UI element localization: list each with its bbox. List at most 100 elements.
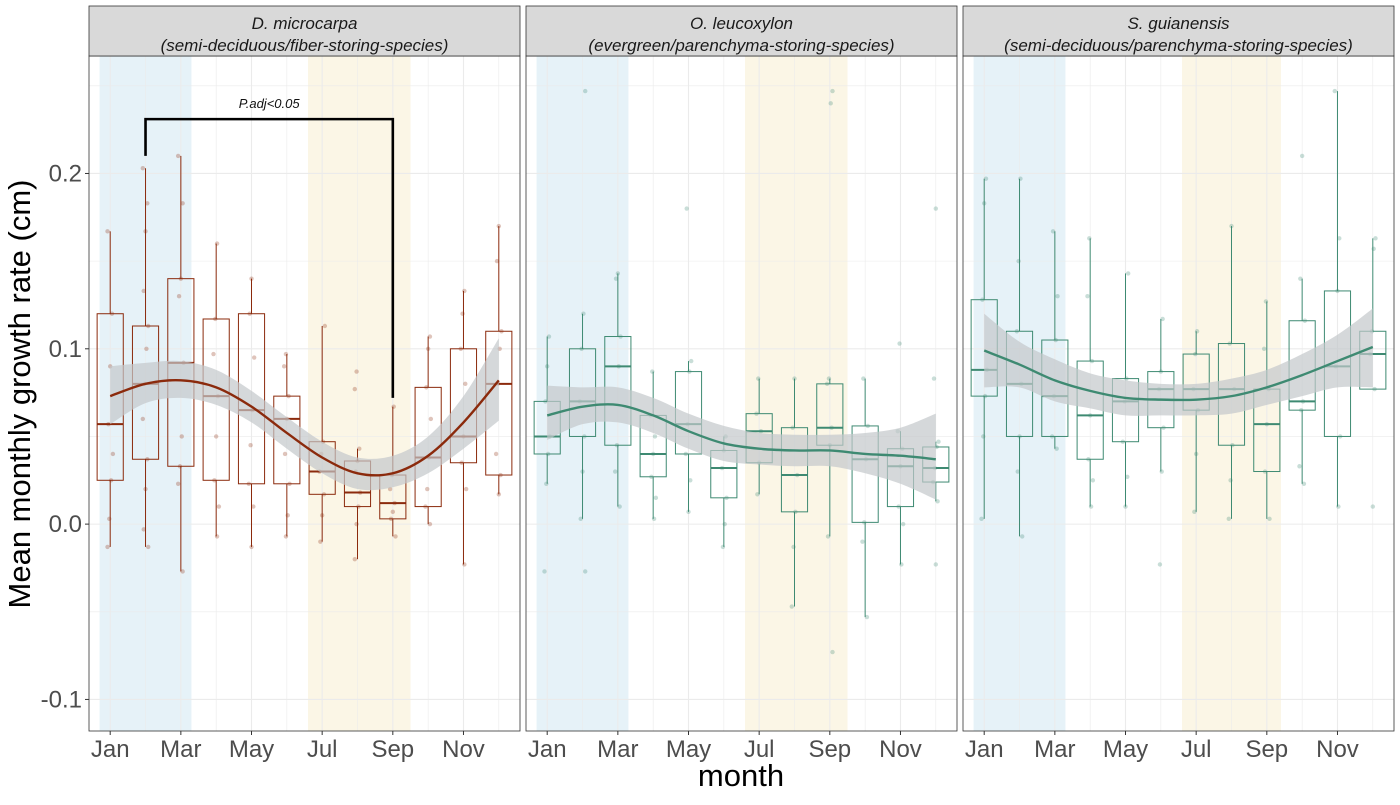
data-point: [933, 206, 939, 211]
x-tick-label: Jul: [744, 736, 775, 763]
panel-subtitle: (semi-deciduous/parenchyma-storing-speci…: [1004, 36, 1353, 55]
data-point: [1088, 504, 1094, 509]
data-point: [583, 88, 588, 94]
data-point: [283, 351, 289, 357]
data-point: [1370, 504, 1376, 509]
data-point: [141, 288, 146, 294]
y-tick-label: 0.1: [49, 336, 82, 363]
smooth-confidence-band: [110, 338, 499, 491]
data-point: [617, 504, 622, 509]
data-point: [354, 521, 359, 527]
data-point: [581, 311, 586, 316]
data-point: [248, 443, 253, 448]
data-point: [352, 386, 357, 392]
data-point: [1087, 236, 1092, 241]
data-point: [1261, 346, 1267, 351]
data-point: [494, 258, 500, 264]
x-tick-label: Sep: [371, 736, 414, 763]
data-point: [427, 334, 433, 339]
data-point: [1090, 478, 1096, 483]
smooth-trend-line: [546, 403, 936, 461]
panel-subtitle: (evergreen/parenchyma-storing-species): [588, 36, 894, 55]
data-point: [1337, 236, 1342, 241]
data-point: [213, 434, 219, 439]
data-point: [427, 521, 433, 527]
data-point: [933, 562, 939, 567]
data-point: [107, 516, 112, 522]
panel-strip: [962, 5, 1395, 57]
data-point: [357, 446, 362, 451]
data-point: [830, 649, 835, 655]
data-point: [830, 88, 835, 94]
data-point: [899, 562, 904, 567]
data-point: [1050, 229, 1056, 234]
box-month-8: [780, 378, 809, 607]
data-point: [936, 439, 941, 444]
data-point: [979, 516, 984, 522]
data-point: [322, 323, 328, 329]
wet-season-shade: [745, 56, 848, 731]
data-point: [544, 481, 549, 486]
data-point: [1159, 469, 1164, 474]
data-point: [285, 513, 290, 518]
data-point: [860, 539, 865, 544]
data-point: [650, 369, 655, 374]
data-point: [176, 293, 182, 299]
data-point: [861, 376, 866, 381]
x-tick-label: Sep: [1245, 736, 1288, 763]
panel-subtitle: (semi-deciduous/fiber-storing-species): [161, 36, 449, 55]
data-point: [828, 101, 833, 106]
data-point: [462, 288, 467, 294]
data-point: [826, 376, 832, 381]
data-point: [390, 509, 396, 515]
data-point: [140, 416, 146, 422]
data-point: [1054, 446, 1059, 451]
data-point: [651, 516, 657, 522]
data-point: [145, 201, 150, 206]
panel-strip: [88, 5, 521, 57]
data-point: [462, 562, 467, 567]
data-point: [720, 544, 726, 550]
x-tick-label: Jan: [965, 736, 1004, 763]
data-point: [425, 486, 430, 492]
data-point: [756, 376, 761, 381]
data-point: [1298, 276, 1303, 281]
data-point: [105, 229, 110, 234]
data-point: [689, 358, 694, 364]
data-point: [1194, 329, 1200, 334]
data-point: [684, 206, 689, 211]
data-point: [1157, 562, 1163, 567]
data-point: [652, 434, 658, 439]
data-point: [542, 569, 547, 574]
x-tick-label: May: [666, 736, 711, 763]
y-tick-label: 0.0: [49, 511, 82, 538]
data-point: [318, 539, 323, 544]
x-tick-label: Jul: [307, 736, 338, 763]
data-point: [251, 504, 256, 509]
data-point: [252, 355, 257, 360]
data-point: [1226, 516, 1231, 522]
x-tick-label: Jan: [91, 736, 130, 763]
data-point: [1020, 534, 1025, 539]
data-point: [688, 478, 693, 483]
data-point: [1336, 504, 1341, 509]
data-point: [1332, 88, 1337, 94]
data-point: [981, 434, 986, 439]
panel-3: S. guianensis (semi-deciduous/parenchyma-…: [962, 5, 1395, 763]
x-tick-label: Nov: [879, 736, 922, 763]
data-point: [105, 544, 110, 550]
data-point: [755, 492, 760, 497]
data-point: [175, 481, 181, 486]
data-point: [283, 534, 289, 539]
data-point: [1015, 469, 1020, 474]
data-point: [175, 153, 181, 159]
data-point: [214, 241, 220, 246]
y-axis-title: Mean monthly growth rate (cm): [2, 180, 37, 609]
panel-title: O. leucoxylon: [690, 14, 793, 33]
data-point: [864, 614, 870, 620]
x-axis-title: month: [698, 758, 784, 793]
y-tick-label: -0.1: [41, 686, 82, 713]
data-point: [900, 521, 906, 527]
wet-season-shade: [308, 56, 411, 731]
